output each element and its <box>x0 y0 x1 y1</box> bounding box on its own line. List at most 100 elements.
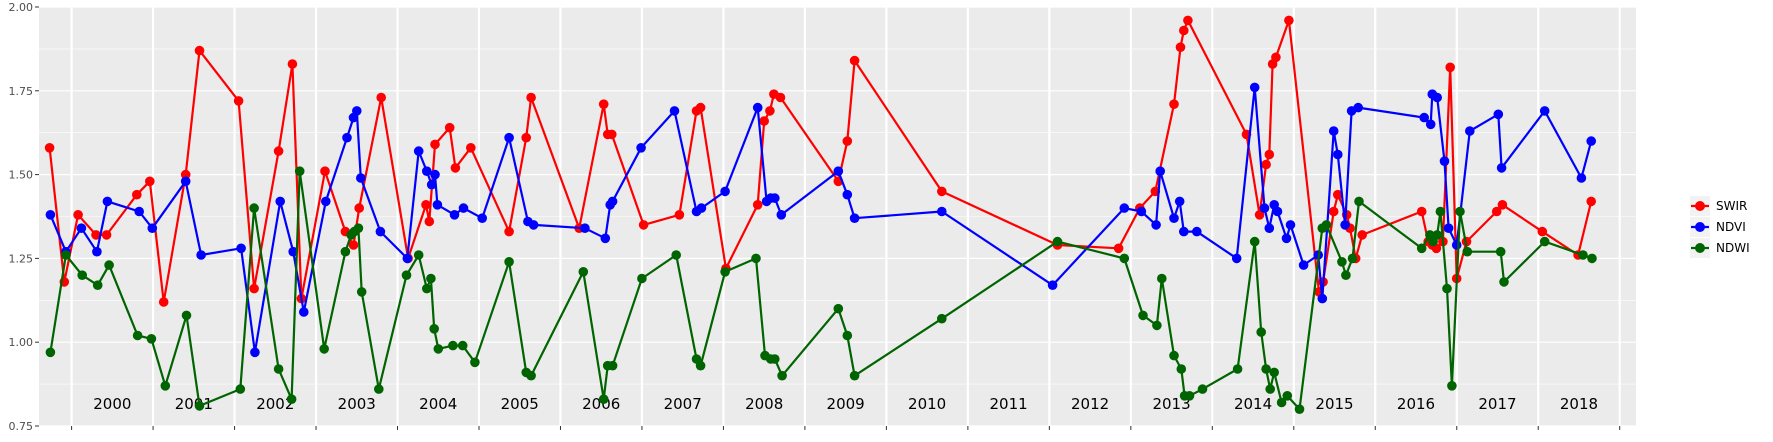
data-point-ndvi <box>1136 206 1147 217</box>
data-point-ndwi <box>637 273 647 284</box>
data-point-ndvi <box>1340 220 1350 230</box>
series-ndvi <box>45 82 1596 358</box>
data-point-ndwi <box>1157 273 1167 284</box>
legend-key-point <box>1695 201 1705 211</box>
data-point-ndwi <box>1269 367 1279 378</box>
data-point-ndwi <box>181 310 192 321</box>
data-point-ndvi <box>1328 126 1339 136</box>
data-point-swir <box>752 200 763 210</box>
data-point-ndvi <box>1169 213 1179 223</box>
data-point-ndvi <box>1298 260 1309 270</box>
year-label: 2006 <box>582 395 620 413</box>
data-point-swir <box>526 92 536 103</box>
data-point-ndvi <box>1285 220 1296 230</box>
data-point-ndvi <box>1231 253 1242 264</box>
data-point-swir <box>1271 52 1281 63</box>
data-point-swir <box>466 143 476 153</box>
year-label: 2015 <box>1315 395 1353 413</box>
data-point-ndwi <box>401 270 412 281</box>
data-point-swir <box>273 146 284 156</box>
data-point-ndvi <box>1272 206 1283 217</box>
data-point-swir <box>765 106 775 116</box>
data-point-swir <box>695 102 706 113</box>
data-point-swir <box>348 240 359 250</box>
data-point-ndwi <box>249 203 259 213</box>
data-point-ndwi <box>470 357 480 368</box>
year-label: 2003 <box>338 395 376 413</box>
data-point-ndvi <box>1047 280 1058 291</box>
data-point-ndwi <box>1341 270 1351 281</box>
data-point-ndwi <box>1587 253 1597 264</box>
data-point-swir <box>1537 226 1548 237</box>
data-point-ndwi <box>1138 310 1148 321</box>
data-point-swir <box>759 116 769 126</box>
data-point-ndwi <box>374 384 384 394</box>
data-point-ndwi <box>1455 206 1465 217</box>
data-point-ndwi <box>1197 384 1208 394</box>
data-point-swir <box>249 283 259 294</box>
data-point-swir <box>775 92 786 103</box>
data-point-swir <box>1183 15 1193 26</box>
data-point-swir <box>504 226 514 237</box>
data-point-ndvi <box>720 186 730 197</box>
data-point-ndwi <box>353 223 364 233</box>
legend-label: NDWI <box>1716 241 1750 255</box>
data-point-ndwi <box>1276 397 1287 408</box>
data-point-ndwi <box>1152 320 1162 331</box>
data-point-ndwi <box>61 250 71 260</box>
data-point-swir <box>180 169 191 180</box>
data-point-ndwi <box>273 364 284 374</box>
data-point-swir <box>1254 210 1265 220</box>
y-tick-label: 1.00 <box>9 336 34 349</box>
data-point-ndwi <box>695 360 706 371</box>
data-point-ndwi <box>77 270 87 281</box>
data-point-ndwi <box>1495 246 1506 257</box>
data-point-ndvi <box>849 213 860 223</box>
data-point-ndvi <box>180 176 191 187</box>
data-point-swir <box>849 55 860 66</box>
y-tick-label: 1.75 <box>9 85 34 98</box>
data-point-swir <box>1491 206 1502 217</box>
data-point-ndvi <box>1576 173 1587 183</box>
data-point-ndwi <box>1249 236 1260 247</box>
data-point-ndwi <box>1261 364 1271 374</box>
data-point-ndvi <box>236 243 246 254</box>
data-point-swir <box>287 59 298 69</box>
data-point-swir <box>1586 196 1596 207</box>
data-point-ndvi <box>134 206 144 217</box>
data-point-ndvi <box>528 220 539 230</box>
data-point-ndvi <box>352 106 362 116</box>
data-point-ndwi <box>504 257 514 267</box>
year-label: 2018 <box>1560 395 1598 413</box>
y-tick-label: 2.00 <box>9 1 34 14</box>
data-point-ndwi <box>448 340 458 351</box>
data-point-ndvi <box>770 193 780 203</box>
data-point-swir <box>1261 159 1271 170</box>
data-point-swir <box>73 210 83 220</box>
data-point-ndvi <box>147 223 158 233</box>
year-label: 2002 <box>256 395 294 413</box>
data-point-ndwi <box>457 340 468 351</box>
data-point-ndvi <box>937 206 947 217</box>
data-point-ndvi <box>1443 223 1454 233</box>
data-point-swir <box>1357 230 1367 240</box>
data-point-ndwi <box>194 401 205 411</box>
data-point-ndvi <box>342 132 352 143</box>
legend-key-point <box>1695 243 1705 253</box>
data-point-ndvi <box>636 143 646 153</box>
data-point-ndvi <box>696 203 707 213</box>
legend-key-point <box>1695 222 1705 232</box>
data-point-ndwi <box>833 303 844 314</box>
data-point-ndvi <box>600 233 611 244</box>
data-point-ndwi <box>429 324 440 334</box>
data-point-swir <box>1175 42 1186 52</box>
year-label: 2012 <box>1071 395 1109 413</box>
data-point-ndvi <box>669 106 680 116</box>
data-point-swir <box>233 96 244 106</box>
data-point-ndvi <box>288 246 299 257</box>
data-point-ndvi <box>1281 233 1292 244</box>
data-point-ndwi <box>1462 246 1473 257</box>
year-label: 2004 <box>419 395 457 413</box>
data-point-ndwi <box>433 344 444 354</box>
data-point-ndvi <box>1432 92 1442 103</box>
